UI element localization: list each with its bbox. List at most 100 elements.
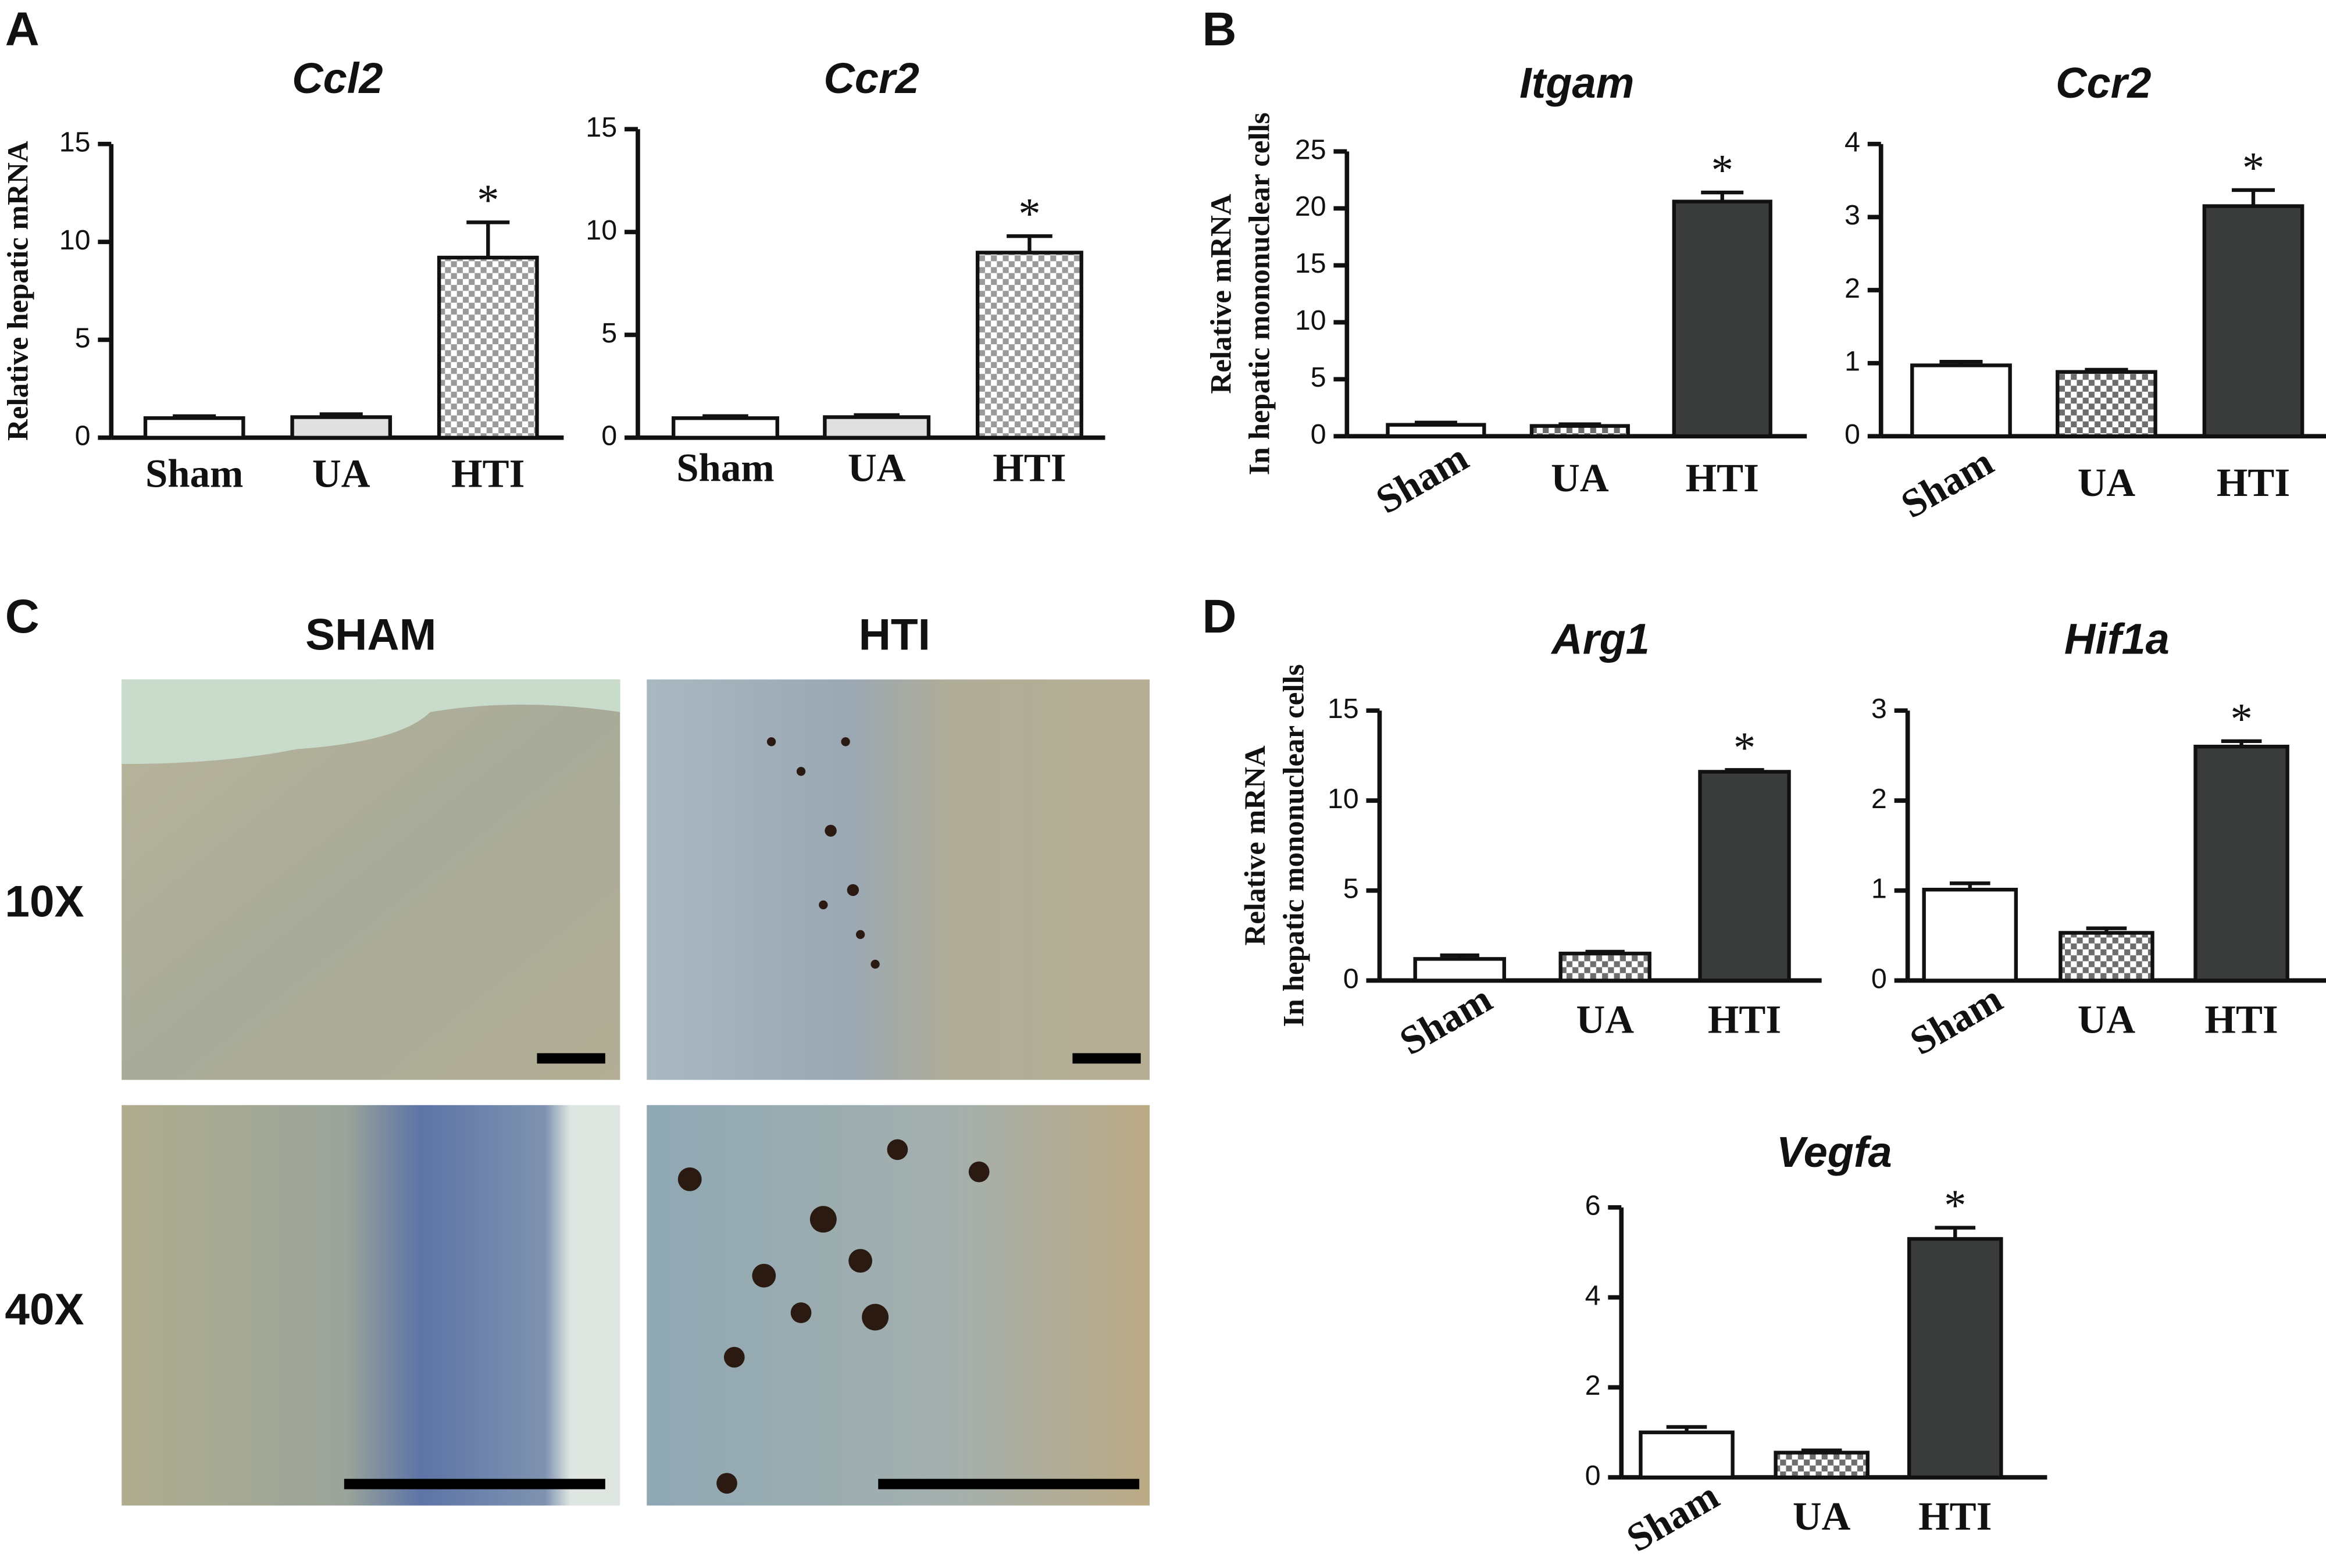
y-axis-label: Relative mRNA	[1239, 745, 1272, 945]
x-tick-label: Sham	[145, 452, 243, 496]
y-tick-label: 10	[1295, 305, 1326, 336]
x-tick-label: HTI	[1918, 1494, 1992, 1538]
x-tick-label: UA	[848, 445, 906, 490]
micrograph	[122, 1105, 620, 1506]
y-tick-label: 10	[59, 224, 91, 256]
y-tick-label: 15	[586, 112, 617, 143]
y-tick-label: 15	[1328, 693, 1359, 724]
x-tick-label: HTI	[451, 452, 525, 496]
scale-bar	[1072, 1053, 1141, 1064]
x-tick-label: Sham	[1368, 435, 1475, 522]
y-axis-label: Relative mRNA	[1205, 194, 1237, 394]
micrograph	[647, 1105, 1150, 1506]
bar-chart: Ccr2 0 5 10 15 Sham UA * HTI	[586, 54, 1105, 490]
bar	[975, 251, 1083, 440]
y-tick-label: 5	[601, 317, 617, 349]
y-tick-label: 0	[75, 420, 91, 452]
chart-title: Itgam	[1519, 59, 1634, 107]
stain-spots	[766, 737, 880, 969]
x-tick-label: HTI	[2217, 460, 2290, 505]
column-label: SHAM	[305, 610, 436, 659]
bar-chart: Ccl2 Relative hepatic mRNA 0 5 10 15 Sham UA * HT…	[2, 54, 564, 496]
panel-label: A	[5, 3, 40, 56]
y-axis-label: In hepatic mononuclear cells	[1244, 112, 1276, 475]
bar	[1529, 424, 1630, 438]
column-label: HTI	[859, 610, 930, 659]
y-tick-label: 0	[1343, 963, 1359, 994]
y-tick-label: 5	[1343, 873, 1359, 905]
bar-chart: Ccr2 0 1 2 3 4 Sham UA * HTI	[1845, 59, 2326, 527]
y-tick-label: 10	[586, 215, 617, 246]
significance-mark: *	[1944, 1181, 1966, 1230]
bar	[1910, 363, 2012, 438]
micrograph	[647, 679, 1150, 1080]
significance-mark: *	[1711, 145, 1733, 195]
x-tick-label: HTI	[1686, 456, 1759, 500]
significance-mark: *	[1018, 189, 1040, 238]
significance-mark: *	[477, 175, 499, 224]
chart-title: Vegfa	[1776, 1128, 1892, 1176]
bar	[1907, 1237, 2003, 1480]
x-tick-label: Sham	[1894, 440, 2001, 527]
y-tick-label: 4	[1585, 1280, 1601, 1311]
bar	[1639, 1430, 1735, 1480]
y-tick-label: 0	[1585, 1460, 1601, 1491]
y-tick-label: 1	[1845, 345, 1860, 377]
bar	[1672, 199, 1772, 438]
y-tick-label: 15	[59, 127, 91, 158]
significance-mark: *	[2242, 143, 2264, 192]
row-label: 40X	[5, 1285, 84, 1334]
y-tick-label: 5	[75, 322, 91, 353]
x-tick-label: UA	[2078, 460, 2136, 505]
y-axis-label: Relative hepatic mRNA	[2, 141, 34, 441]
bar	[437, 255, 539, 440]
histology	[122, 679, 1150, 1506]
x-tick-label: UA	[1793, 1494, 1851, 1538]
bar	[1413, 957, 1506, 983]
significance-mark: *	[1733, 723, 1756, 772]
panel-label: C	[5, 590, 40, 643]
significance-mark: *	[2230, 694, 2252, 744]
bar	[2056, 370, 2157, 438]
x-tick-label: UA	[1576, 997, 1634, 1041]
x-tick-label: HTI	[1708, 997, 1781, 1041]
bar	[671, 416, 779, 440]
x-tick-label: UA	[312, 452, 370, 496]
y-tick-label: 10	[1328, 783, 1359, 815]
y-tick-label: 0	[1311, 419, 1326, 450]
bar	[2059, 931, 2154, 983]
bar	[1558, 951, 1651, 983]
scale-bar	[878, 1478, 1140, 1490]
y-tick-label: 6	[1585, 1190, 1601, 1221]
bar	[2202, 204, 2304, 438]
y-tick-label: 0	[601, 420, 617, 452]
bar	[1698, 770, 1791, 983]
y-tick-label: 25	[1295, 134, 1326, 165]
x-tick-label: Sham	[1903, 976, 2010, 1063]
bar-chart: Itgam Relative mRNA In hepatic mononuclear…	[1205, 59, 1807, 522]
y-tick-label: 15	[1295, 248, 1326, 279]
y-tick-label: 0	[1871, 963, 1887, 994]
y-tick-label: 2	[1585, 1370, 1601, 1401]
row-label: 10X	[5, 877, 84, 927]
chart-title: Ccr2	[823, 54, 919, 102]
chart-title: Ccr2	[2056, 59, 2151, 107]
y-tick-label: 4	[1845, 127, 1860, 158]
x-tick-label: HTI	[993, 445, 1066, 490]
y-tick-label: 0	[1845, 419, 1860, 450]
background-region	[122, 679, 620, 765]
bar	[290, 415, 393, 440]
bar	[823, 415, 931, 440]
x-tick-label: Sham	[676, 445, 774, 490]
chart-title: Hif1a	[2064, 615, 2170, 663]
bar-chart: Arg1 Relative mRNA In hepatic mononuclear …	[1239, 615, 1822, 1063]
y-tick-label: 3	[1845, 199, 1860, 231]
x-tick-label: Sham	[1619, 1473, 1726, 1560]
panel-label: B	[1202, 3, 1236, 56]
bar	[1922, 888, 2018, 983]
bar	[1386, 423, 1486, 438]
bar-chart: Hif1a 0 1 2 3 Sham UA * HTI	[1871, 615, 2326, 1063]
y-tick-label: 2	[1845, 273, 1860, 304]
panel-label: D	[1202, 590, 1236, 643]
